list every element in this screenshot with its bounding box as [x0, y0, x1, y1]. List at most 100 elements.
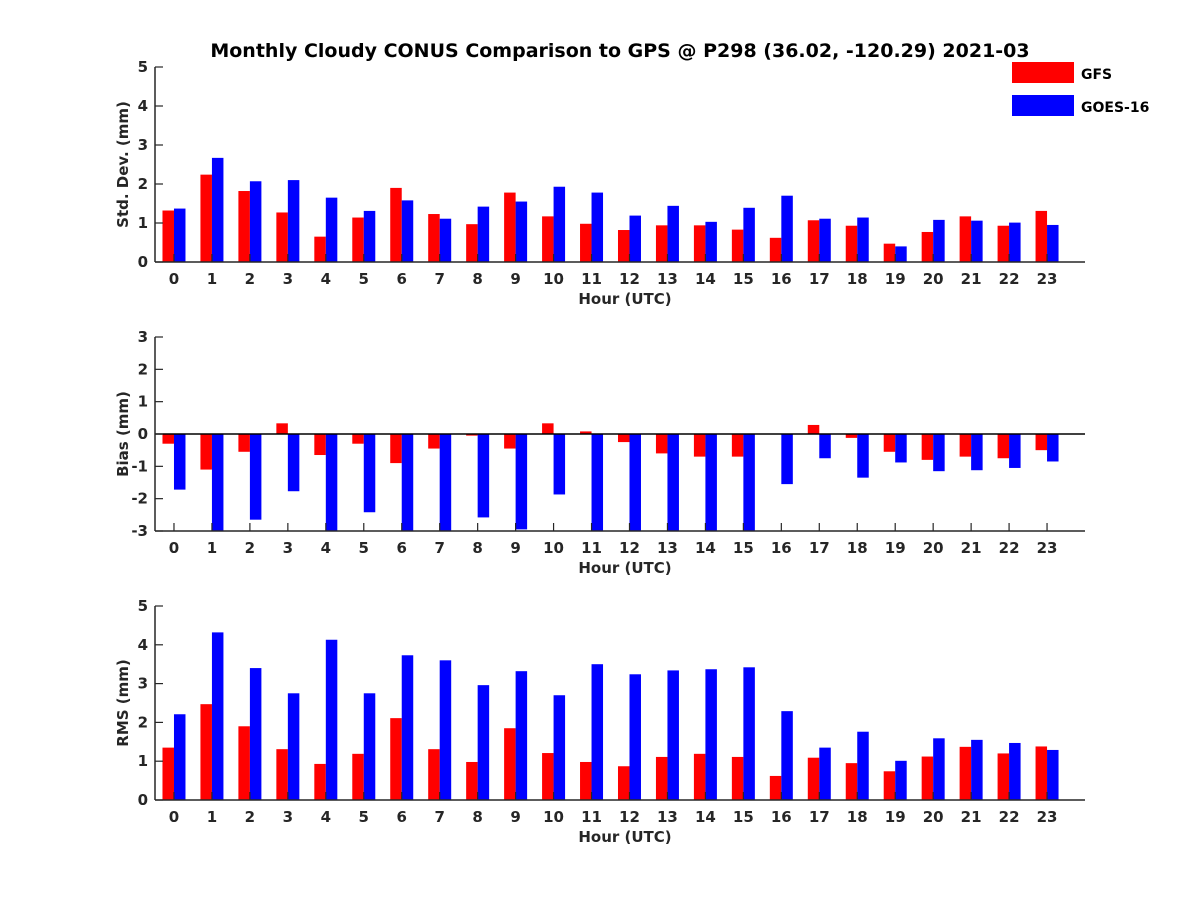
rms-bar-gfs-4	[314, 763, 326, 800]
rms-y-tick-label: 1	[138, 752, 148, 770]
bias-bar-goes16-23	[1047, 434, 1059, 462]
rms-x-tick-label: 0	[169, 808, 179, 826]
bias-y-tick-label: -3	[131, 522, 148, 540]
std-dev-bar-goes16-10	[553, 186, 566, 262]
rms-bar-gfs-23	[1035, 746, 1048, 800]
rms-x-tick-label: 9	[510, 808, 520, 826]
bias-x-tick-label: 0	[169, 539, 179, 557]
std-dev-x-tick-label: 5	[359, 270, 369, 288]
std-dev-x-tick-label: 15	[733, 270, 754, 288]
rms-x-axis-label: Hour (UTC)	[578, 828, 671, 846]
bias-bar-goes16-10	[553, 434, 566, 495]
std-dev-x-tick-label: 17	[809, 270, 830, 288]
rms-bar-goes16-19	[895, 760, 907, 800]
bias-x-tick-label: 5	[359, 539, 369, 557]
rms-bar-gfs-16	[769, 775, 782, 800]
bias-x-tick-label: 19	[885, 539, 906, 557]
bias-bar-gfs-6	[390, 434, 402, 464]
rms-x-tick-label: 11	[581, 808, 602, 826]
rms-x-tick-label: 2	[245, 808, 255, 826]
legend: GFS GOES-16	[1012, 62, 1149, 116]
bias-bar-goes16-12	[629, 434, 641, 531]
std-dev-bar-gfs-9	[504, 192, 516, 262]
std-dev-bar-gfs-18	[845, 225, 858, 262]
rms-x-tick-label: 17	[809, 808, 830, 826]
std-dev-bar-gfs-16	[769, 237, 782, 262]
bias-bar-goes16-18	[857, 434, 869, 478]
std-dev-x-tick-label: 18	[847, 270, 868, 288]
rms-x-tick-label: 13	[657, 808, 678, 826]
std-dev-bar-goes16-6	[401, 200, 414, 262]
std-dev-x-tick-label: 10	[543, 270, 564, 288]
std-dev-bar-goes16-15	[743, 207, 755, 262]
rms-bars	[162, 632, 1059, 800]
std-dev-y-tick-label: 5	[138, 58, 148, 76]
rms-y-axis-label: RMS (mm)	[114, 659, 132, 746]
bias-bar-gfs-9	[504, 434, 516, 449]
rms-bar-goes16-13	[667, 670, 679, 800]
bias-x-tick-label: 16	[771, 539, 792, 557]
std-dev-x-tick-label: 20	[923, 270, 944, 288]
rms-bar-gfs-8	[466, 761, 478, 800]
rms-bar-goes16-12	[629, 674, 641, 800]
rms-bar-goes16-6	[401, 655, 414, 800]
bias-x-tick-label: 2	[245, 539, 255, 557]
bias-x-tick-label: 1	[207, 539, 217, 557]
legend-label-gfs: GFS	[1081, 67, 1112, 83]
bias-bar-gfs-13	[655, 434, 668, 454]
std-dev-bar-gfs-3	[276, 212, 288, 262]
std-dev-bar-goes16-3	[287, 180, 300, 262]
std-dev-bar-goes16-13	[667, 205, 679, 262]
std-dev-bar-gfs-6	[390, 187, 402, 262]
rms-bar-gfs-5	[352, 753, 364, 800]
std-dev-x-tick-label: 19	[885, 270, 906, 288]
std-dev-x-tick-label: 0	[169, 270, 179, 288]
bias-bar-gfs-18	[845, 434, 858, 438]
std-dev-x-tick-label: 4	[321, 270, 331, 288]
std-dev-bar-gfs-8	[466, 224, 478, 262]
rms-x-tick-label: 14	[695, 808, 716, 826]
bias-y-tick-label: 0	[138, 425, 148, 443]
bias-bar-gfs-11	[580, 431, 592, 434]
rms-bar-goes16-8	[477, 685, 490, 800]
rms-y-tick-label: 0	[138, 791, 148, 809]
bias-x-axis-label: Hour (UTC)	[578, 559, 671, 577]
std-dev-x-tick-label: 16	[771, 270, 792, 288]
std-dev-bar-goes16-5	[363, 210, 376, 262]
bias-bar-goes16-14	[705, 434, 717, 531]
bias-bar-goes16-15	[743, 434, 755, 531]
rms-bar-goes16-7	[439, 660, 452, 800]
rms-x-tick-label: 23	[1037, 808, 1058, 826]
rms-bar-goes16-9	[515, 671, 528, 800]
bias-bar-goes16-9	[515, 434, 528, 530]
std-dev-bar-goes16-20	[933, 219, 945, 262]
std-dev-x-tick-label: 14	[695, 270, 716, 288]
std-dev-bar-goes16-1	[211, 157, 224, 262]
std-dev-bar-gfs-7	[428, 214, 440, 262]
std-dev-bar-gfs-4	[314, 236, 326, 262]
bias-bar-goes16-17	[819, 434, 831, 459]
rms-y-tick-label: 4	[138, 636, 148, 654]
std-dev-x-tick-label: 7	[434, 270, 444, 288]
rms-bar-gfs-18	[845, 763, 858, 800]
rms-x-tick-label: 22	[999, 808, 1020, 826]
bias-bar-goes16-22	[1009, 434, 1021, 468]
bias-bar-gfs-23	[1035, 434, 1048, 451]
bias-bar-goes16-16	[781, 434, 793, 485]
std-dev-y-tick-label: 4	[138, 97, 148, 115]
std-dev-y-axis-label: Std. Dev. (mm)	[114, 101, 132, 228]
rms-x-tick-label: 18	[847, 808, 868, 826]
rms-bar-goes16-4	[325, 639, 338, 800]
bias-x-tick-label: 17	[809, 539, 830, 557]
rms-bar-gfs-13	[655, 756, 668, 800]
bias-bar-gfs-15	[731, 434, 744, 457]
rms-x-tick-label: 15	[733, 808, 754, 826]
bias-bar-goes16-4	[325, 434, 338, 531]
rms-bar-goes16-20	[933, 738, 945, 800]
rms-bar-gfs-15	[731, 756, 744, 800]
bias-x-tick-label: 11	[581, 539, 602, 557]
bias-x-tick-label: 18	[847, 539, 868, 557]
rms-y-tick-label: 5	[138, 597, 148, 615]
